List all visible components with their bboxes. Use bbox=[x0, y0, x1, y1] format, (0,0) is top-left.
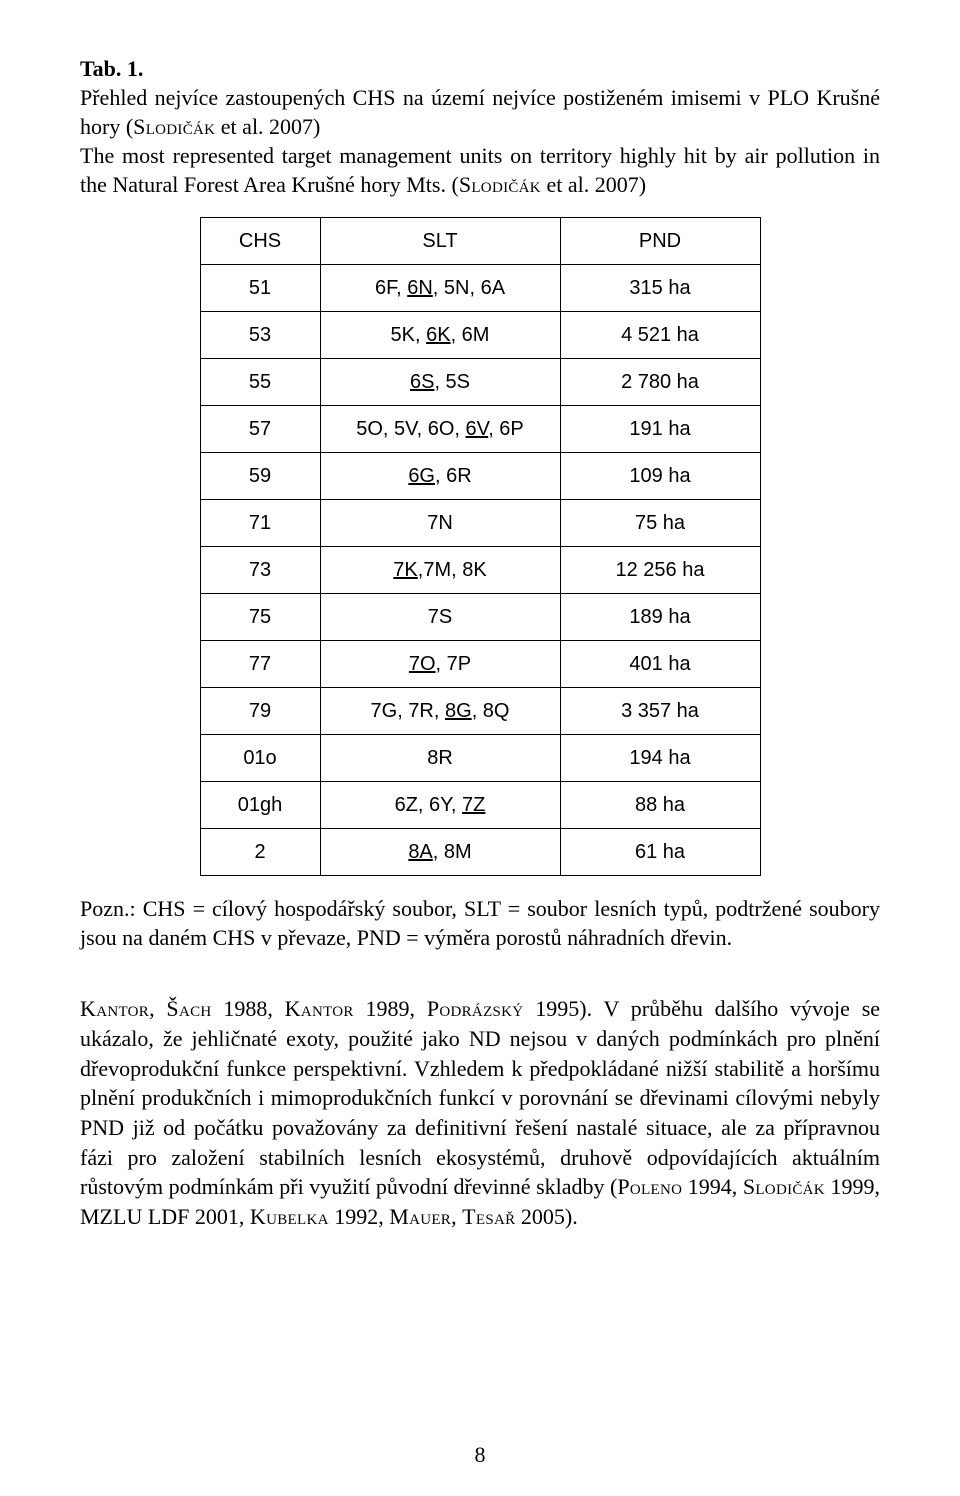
cell-slt: 6G, 6R bbox=[320, 453, 560, 500]
cell-pnd: 75 ha bbox=[560, 500, 760, 547]
cell-pnd: 88 ha bbox=[560, 782, 760, 829]
table-caption: Tab. 1. Přehled nejvíce zastoupených CHS… bbox=[80, 54, 880, 199]
body-text: 1992, bbox=[329, 1204, 390, 1229]
cell-slt: 8A, 8M bbox=[320, 829, 560, 876]
cell-pnd: 4 521 ha bbox=[560, 312, 760, 359]
cell-pnd: 3 357 ha bbox=[560, 688, 760, 735]
table-row: 556S, 5S2 780 ha bbox=[200, 359, 760, 406]
author-ref: Mauer bbox=[389, 1204, 451, 1229]
cell-pnd: 2 780 ha bbox=[560, 359, 760, 406]
cell-chs: 75 bbox=[200, 594, 320, 641]
table-row: 717N75 ha bbox=[200, 500, 760, 547]
cell-chs: 01o bbox=[200, 735, 320, 782]
document-page: Tab. 1. Přehled nejvíce zastoupených CHS… bbox=[0, 0, 960, 1496]
cell-slt: 7O, 7P bbox=[320, 641, 560, 688]
cell-pnd: 315 ha bbox=[560, 265, 760, 312]
cell-pnd: 194 ha bbox=[560, 735, 760, 782]
table-body: 516F, 6N, 5N, 6A315 ha535K, 6K, 6M4 521 … bbox=[200, 265, 760, 876]
caption-cz-suffix: et al. 2007) bbox=[215, 114, 320, 139]
table-note: Pozn.: CHS = cílový hospodářský soubor, … bbox=[80, 894, 880, 952]
data-table: CHS SLT PND 516F, 6N, 5N, 6A315 ha535K, … bbox=[200, 217, 761, 876]
cell-slt: 7G, 7R, 8G, 8Q bbox=[320, 688, 560, 735]
cell-chs: 79 bbox=[200, 688, 320, 735]
body-text: 2005). bbox=[515, 1204, 577, 1229]
table-row: 757S189 ha bbox=[200, 594, 760, 641]
cell-chs: 51 bbox=[200, 265, 320, 312]
cell-slt: 6Z, 6Y, 7Z bbox=[320, 782, 560, 829]
table-header-row: CHS SLT PND bbox=[200, 218, 760, 265]
table-row: 737K,7M, 8K12 256 ha bbox=[200, 547, 760, 594]
cell-slt: 8R bbox=[320, 735, 560, 782]
cell-chs: 01gh bbox=[200, 782, 320, 829]
cell-chs: 2 bbox=[200, 829, 320, 876]
table-row: 596G, 6R109 ha bbox=[200, 453, 760, 500]
author-ref: Šach bbox=[166, 996, 211, 1021]
table-row: 28A, 8M61 ha bbox=[200, 829, 760, 876]
author-ref: Kantor bbox=[285, 996, 354, 1021]
table-row: 01gh6Z, 6Y, 7Z88 ha bbox=[200, 782, 760, 829]
body-text: 1988, bbox=[212, 996, 285, 1021]
cell-slt: 6F, 6N, 5N, 6A bbox=[320, 265, 560, 312]
cell-slt: 7K,7M, 8K bbox=[320, 547, 560, 594]
cell-chs: 71 bbox=[200, 500, 320, 547]
author-ref: Kubelka bbox=[250, 1204, 329, 1229]
cell-chs: 57 bbox=[200, 406, 320, 453]
cell-slt: 7N bbox=[320, 500, 560, 547]
header-pnd: PND bbox=[560, 218, 760, 265]
author-ref: Slodičák bbox=[743, 1174, 825, 1199]
caption-label: Tab. 1. bbox=[80, 56, 143, 81]
author-ref: Tesař bbox=[462, 1204, 515, 1229]
cell-chs: 55 bbox=[200, 359, 320, 406]
cell-pnd: 61 ha bbox=[560, 829, 760, 876]
table-row: 797G, 7R, 8G, 8Q3 357 ha bbox=[200, 688, 760, 735]
body-text: 1994, bbox=[682, 1174, 743, 1199]
cell-pnd: 401 ha bbox=[560, 641, 760, 688]
cell-chs: 59 bbox=[200, 453, 320, 500]
table-row: 01o8R194 ha bbox=[200, 735, 760, 782]
table-row: 777O, 7P401 ha bbox=[200, 641, 760, 688]
caption-en-author: Slodičák bbox=[459, 172, 541, 197]
table-row: 516F, 6N, 5N, 6A315 ha bbox=[200, 265, 760, 312]
cell-chs: 77 bbox=[200, 641, 320, 688]
cell-pnd: 189 ha bbox=[560, 594, 760, 641]
author-ref: Podrázský bbox=[427, 996, 524, 1021]
cell-slt: 5O, 5V, 6O, 6V, 6P bbox=[320, 406, 560, 453]
author-ref: Poleno bbox=[617, 1174, 682, 1199]
body-text: , bbox=[451, 1204, 462, 1229]
caption-cz-author: Slodičák bbox=[133, 114, 215, 139]
cell-slt: 7S bbox=[320, 594, 560, 641]
cell-pnd: 12 256 ha bbox=[560, 547, 760, 594]
caption-en-suffix: et al. 2007) bbox=[541, 172, 646, 197]
page-number: 8 bbox=[0, 1442, 960, 1468]
cell-slt: 5K, 6K, 6M bbox=[320, 312, 560, 359]
table-row: 575O, 5V, 6O, 6V, 6P191 ha bbox=[200, 406, 760, 453]
cell-pnd: 109 ha bbox=[560, 453, 760, 500]
body-text: , bbox=[149, 996, 166, 1021]
cell-chs: 73 bbox=[200, 547, 320, 594]
cell-slt: 6S, 5S bbox=[320, 359, 560, 406]
cell-chs: 53 bbox=[200, 312, 320, 359]
header-slt: SLT bbox=[320, 218, 560, 265]
header-chs: CHS bbox=[200, 218, 320, 265]
table-row: 535K, 6K, 6M4 521 ha bbox=[200, 312, 760, 359]
cell-pnd: 191 ha bbox=[560, 406, 760, 453]
body-paragraph: Kantor, Šach 1988, Kantor 1989, Podrázsk… bbox=[80, 994, 880, 1232]
body-text: 1989, bbox=[354, 996, 427, 1021]
author-ref: Kantor bbox=[80, 996, 149, 1021]
body-text: 1995). V průběhu dalšího vývoje se ukáza… bbox=[80, 996, 880, 1199]
